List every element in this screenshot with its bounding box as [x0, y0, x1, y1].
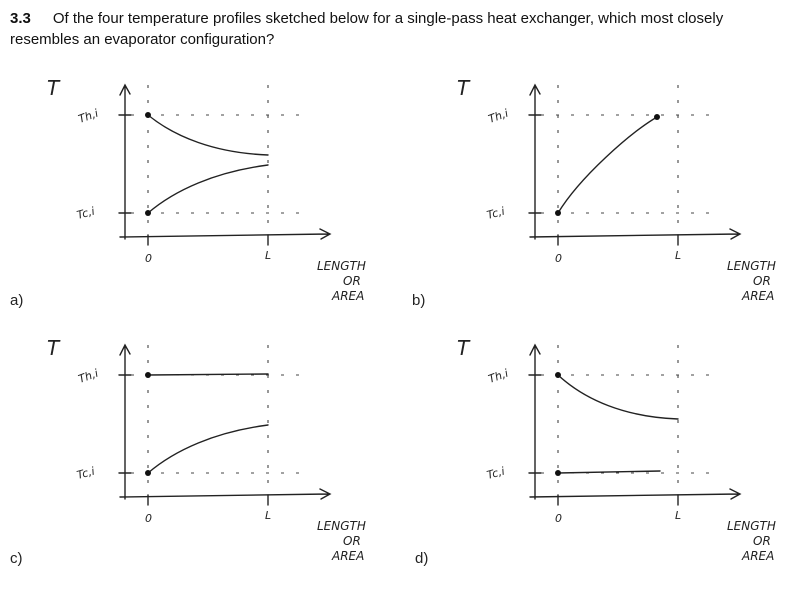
axis-label: T: [457, 336, 471, 360]
guide: [541, 85, 710, 235]
y-axis: [119, 83, 131, 240]
end-dot: [555, 470, 561, 476]
end-label: L: [675, 249, 681, 262]
x-axis-label: LENGTH: [727, 259, 776, 273]
origin-label: 0: [145, 512, 152, 525]
tick: [118, 374, 269, 506]
end-dot: [145, 372, 151, 378]
x-axis-label: LENGTH: [727, 519, 776, 533]
origin-label: 0: [145, 252, 152, 265]
profile-curve: [557, 374, 679, 420]
cold-label: Tc,i: [485, 465, 506, 482]
question-number: 3.3: [10, 10, 31, 27]
option-label: d): [415, 550, 428, 567]
option-label: c): [10, 550, 23, 567]
x-axis-label: LENGTH: [317, 259, 366, 273]
hot-label: Th,i: [77, 367, 100, 386]
y-axis: [529, 343, 541, 500]
axis-label: T: [47, 76, 61, 100]
tick: [118, 114, 269, 246]
hot-label: Th,i: [77, 107, 100, 126]
guide: [131, 345, 300, 495]
profile-curve: [557, 116, 658, 214]
end-dot: [555, 372, 561, 378]
x-axis: [119, 228, 332, 240]
hot-label: Th,i: [487, 107, 510, 126]
profile-curve: [147, 164, 269, 214]
hot-label: Th,i: [487, 367, 510, 386]
x-axis-label: AREA: [331, 549, 364, 563]
origin-label: 0: [555, 252, 562, 265]
end-dot: [145, 470, 151, 476]
tick: [528, 374, 679, 506]
end-label: L: [675, 509, 681, 522]
end-dot: [145, 112, 151, 118]
end-label: L: [265, 249, 271, 262]
cold-label: Tc,i: [75, 205, 96, 222]
profile-curve: [147, 424, 269, 474]
x-axis-label: AREA: [741, 289, 774, 303]
end-dot: [145, 210, 151, 216]
profile-curve: [557, 470, 661, 474]
x-axis-label: OR: [753, 534, 771, 548]
profile-curve: [147, 373, 269, 376]
y-axis: [529, 83, 541, 240]
origin-label: 0: [555, 512, 562, 525]
x-axis-label: AREA: [741, 549, 774, 563]
question-text: Of the four temperature profiles sketche…: [10, 10, 724, 48]
question: 3.3 Of the four temperature profiles sket…: [10, 8, 775, 50]
axis-label: T: [457, 76, 471, 100]
tick: [528, 114, 679, 246]
axis-label: T: [47, 336, 61, 360]
x-axis-label: OR: [343, 534, 361, 548]
profile-curve: [147, 114, 269, 156]
x-axis-label: LENGTH: [317, 519, 366, 533]
option-label: b): [412, 292, 425, 309]
end-dot: [555, 210, 561, 216]
end-dot: [654, 114, 660, 120]
x-axis-label: OR: [753, 274, 771, 288]
x-axis: [529, 228, 742, 240]
cold-label: Tc,i: [485, 205, 506, 222]
option-label: a): [10, 292, 23, 309]
x-axis: [119, 488, 332, 500]
y-axis: [119, 343, 131, 500]
x-axis-label: OR: [343, 274, 361, 288]
end-label: L: [265, 509, 271, 522]
x-axis-label: AREA: [331, 289, 364, 303]
guide: [131, 85, 300, 235]
x-axis: [529, 488, 742, 500]
cold-label: Tc,i: [75, 465, 96, 482]
